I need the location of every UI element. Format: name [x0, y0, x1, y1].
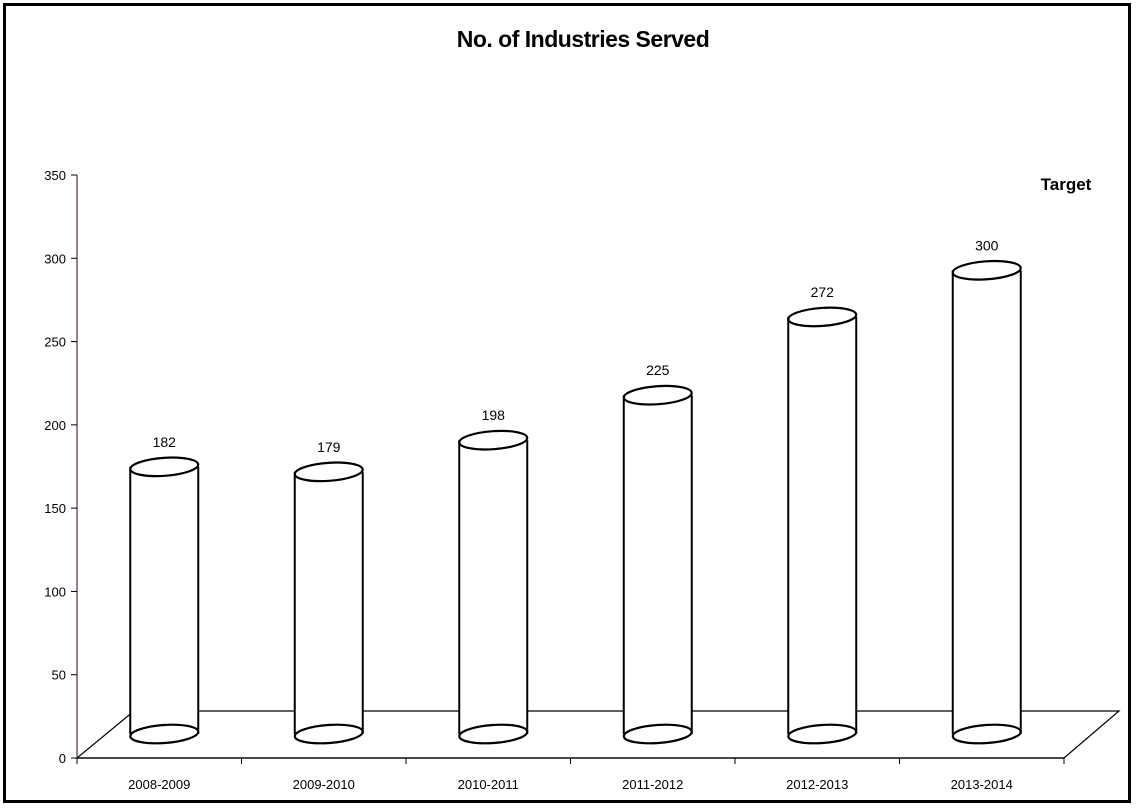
data-label: 225: [646, 362, 670, 378]
bar-top-ellipse: [622, 384, 693, 406]
bar-base-ellipse: [787, 723, 858, 745]
bar: 300: [951, 237, 1022, 745]
bar-top-ellipse: [787, 306, 858, 328]
data-label: 179: [317, 439, 341, 455]
x-tick-label: 2013-2014: [951, 777, 1013, 792]
bar-body: [130, 466, 199, 734]
x-axis: 2008-2009 2009-2010 2010-2011 2011-2012 2012…: [76, 757, 1065, 792]
bar-top-ellipse: [458, 429, 529, 451]
bar: 272: [787, 284, 858, 745]
bar-base-ellipse: [129, 723, 200, 745]
data-label: 300: [975, 237, 999, 253]
data-label: 272: [811, 284, 835, 300]
y-tick-label: 150: [44, 501, 66, 516]
x-tick-label: 2008-2009: [128, 777, 190, 792]
bar-base-ellipse: [951, 723, 1022, 745]
y-tick-label: 200: [44, 418, 66, 433]
bar-body: [459, 440, 528, 734]
y-tick-label: 300: [44, 251, 66, 266]
y-tick-label: 50: [52, 668, 66, 683]
y-tick-label: 250: [44, 335, 66, 350]
y-tick-label: 0: [59, 751, 66, 766]
target-annotation: Target: [1041, 175, 1092, 194]
bar: 198: [458, 407, 529, 745]
bars: 182 179 198 225 272 300: [129, 237, 1022, 745]
chart-title: No. of Industries Served: [457, 26, 710, 52]
y-axis: 0 50 100 150 200 250 300 350: [44, 168, 78, 766]
bar-body: [623, 395, 692, 734]
bar-base-ellipse: [622, 723, 693, 745]
x-tick-label: 2012-2013: [786, 777, 848, 792]
bar-top-ellipse: [951, 259, 1022, 281]
bar: 225: [622, 362, 693, 745]
bar-top-ellipse: [293, 461, 364, 483]
bar-base-ellipse: [293, 723, 364, 745]
bar-top-ellipse: [129, 456, 200, 478]
bar-base-ellipse: [458, 723, 529, 745]
x-tick-label: 2010-2011: [458, 777, 519, 792]
data-label: 198: [482, 407, 506, 423]
y-tick-label: 350: [44, 168, 66, 183]
bar-body: [294, 471, 363, 734]
bar-body: [788, 316, 857, 734]
x-tick-label: 2011-2012: [622, 777, 683, 792]
x-tick-label: 2009-2010: [293, 777, 355, 792]
bar: 182: [129, 434, 200, 745]
bar: 179: [293, 439, 364, 745]
data-label: 182: [153, 434, 177, 450]
y-tick-label: 100: [44, 584, 66, 599]
bar-body: [952, 270, 1021, 734]
